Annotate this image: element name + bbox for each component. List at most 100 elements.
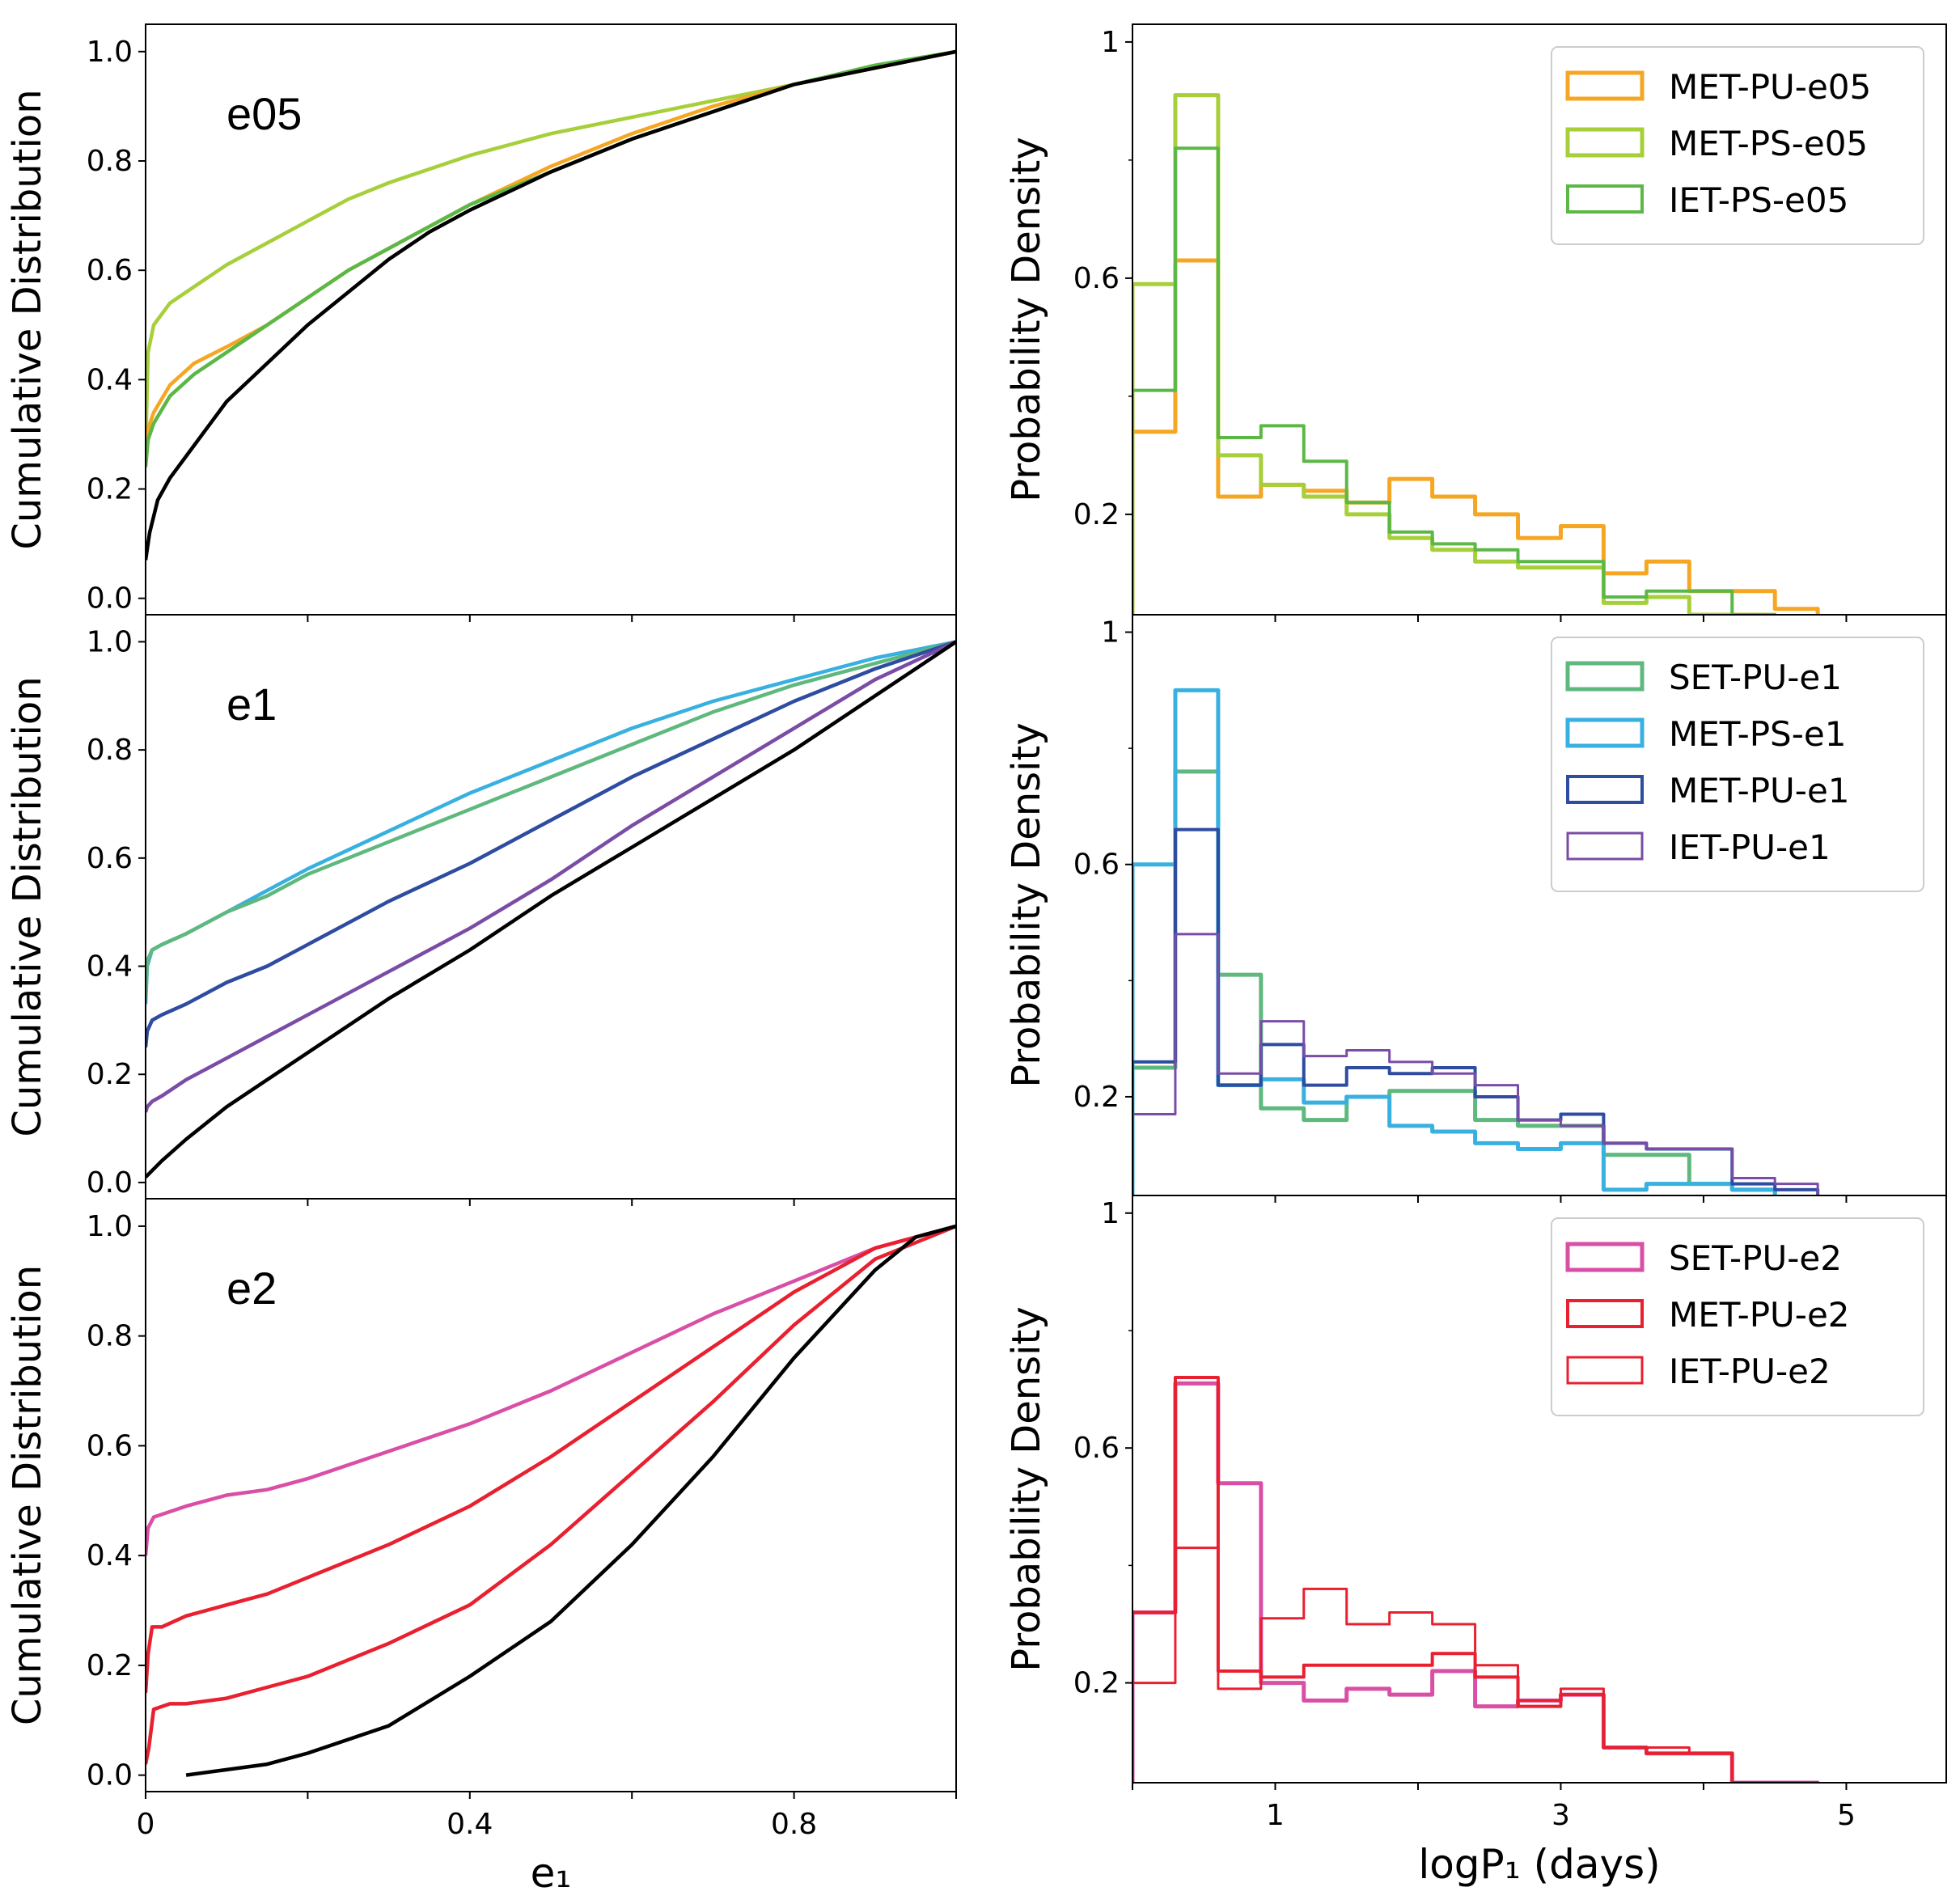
series-line-met-pu-e1	[146, 640, 956, 1048]
x-tick-label: 0.4	[447, 1808, 493, 1841]
series-line-set-pu-e1	[146, 640, 956, 999]
legend-swatch	[1566, 184, 1644, 214]
plot-frame	[145, 1198, 957, 1792]
y-axis-label: Probability Density	[1004, 1306, 1049, 1671]
panel-1: 0.0 0.2 0.4 0.6 0.8 1.0 Cumulative Distributio…	[5, 23, 957, 622]
y-tick-label: 0.2	[87, 473, 133, 506]
y-tick-label: 0.6	[87, 254, 133, 287]
x-tick-label: 1	[1266, 1799, 1285, 1832]
y-tick-label: 1	[1101, 26, 1120, 59]
legend-swatch	[1565, 70, 1645, 101]
panel-5: 0.2 0.6 1 Probability Density SET-PU-e1 MET-P…	[1004, 614, 1947, 1203]
y-tick-label: 0.6	[87, 842, 133, 875]
legend-label: MET-PU-e1	[1669, 771, 1850, 810]
y-axis-label: Cumulative Distribution	[5, 1265, 50, 1725]
series-line-met-pu-e2	[1132, 1376, 1946, 1783]
series-line-observed	[146, 640, 956, 1179]
y-tick-label: 0.2	[1073, 1667, 1120, 1700]
y-tick-label: 0.0	[87, 1759, 133, 1792]
legend: SET-PU-e2 MET-PU-e2 IET-PU-e2	[1551, 1217, 1924, 1416]
y-tick-label: 0.8	[87, 145, 133, 178]
legend-label: SET-PU-e2	[1669, 1238, 1842, 1278]
plot-area	[146, 1224, 956, 1777]
series-line-iet-ps-e05	[1132, 146, 1946, 615]
y-tick-label: 1.0	[87, 1210, 133, 1243]
legend-swatch	[1566, 1299, 1644, 1328]
x-tick-label: 0	[137, 1808, 155, 1841]
y-tick-label: 1.0	[87, 36, 133, 69]
legend-box	[1551, 46, 1924, 245]
plot-frame	[1132, 1195, 1947, 1784]
plot-area	[146, 640, 956, 1179]
series-line-iet-pu-e2	[1132, 1547, 1946, 1783]
legend-swatch	[1565, 661, 1645, 692]
panel-3: 0.0 0.2 0.4 0.6 0.8 1.0 0 0.4 0.8 Cumulative Dist…	[5, 1198, 957, 1897]
legend-label: SET-PU-e1	[1669, 658, 1842, 697]
panel-2: 0.0 0.2 0.4 0.6 0.8 1.0 Cumulative Distributio…	[5, 614, 957, 1206]
y-tick-label: 0.2	[87, 1649, 133, 1682]
series-line-observed	[146, 49, 956, 561]
legend-box	[1551, 637, 1924, 892]
y-tick-label: 0.2	[1073, 1081, 1120, 1114]
y-tick-label: 0.0	[87, 582, 133, 616]
legend-label: MET-PU-e05	[1669, 67, 1871, 107]
y-tick-label: 0.4	[87, 950, 133, 984]
legend-label: MET-PS-e1	[1669, 714, 1846, 754]
y-tick-label: 0.4	[87, 1539, 133, 1572]
y-tick-label: 0.6	[87, 1429, 133, 1462]
y-tick-label: 1	[1101, 1197, 1120, 1230]
series-line-set-pu-e2	[1132, 1381, 1946, 1783]
x-axis-label: e₁	[531, 1850, 572, 1897]
series-line-iet-pu-e2	[146, 1224, 956, 1765]
legend-swatch	[1565, 717, 1645, 748]
y-tick-label: 0.0	[87, 1166, 133, 1200]
y-tick-label: 0.4	[87, 363, 133, 396]
legend-swatch	[1566, 832, 1644, 861]
y-tick-label: 0.2	[87, 1058, 133, 1091]
y-tick-label: 0.8	[87, 734, 133, 767]
y-tick-label: 0.6	[1073, 1432, 1120, 1465]
plot-area	[1132, 688, 1946, 1195]
series-line-iet-pu-e1	[146, 640, 956, 1113]
legend-box	[1551, 1217, 1924, 1416]
y-axis-label: Cumulative Distribution	[5, 676, 50, 1136]
legend-label: MET-PS-e05	[1669, 124, 1868, 163]
legend-swatch	[1566, 775, 1644, 804]
plot-area	[1132, 1376, 1946, 1783]
legend: MET-PU-e05 MET-PS-e05 IET-PS-e05	[1551, 46, 1924, 245]
series-line-met-ps-e05	[1132, 93, 1946, 615]
legend: SET-PU-e1 MET-PS-e1 MET-PU-e1 IET-PU-e1	[1551, 637, 1924, 892]
legend-swatch	[1565, 1242, 1645, 1272]
panel-label: e2	[226, 1263, 277, 1314]
panel-label: e05	[226, 88, 302, 139]
legend-swatch	[1565, 127, 1645, 158]
x-tick-label: 5	[1837, 1799, 1856, 1832]
y-axis-label: Probability Density	[1004, 137, 1049, 501]
y-tick-label: 0.6	[1073, 848, 1120, 882]
y-axis-label: Cumulative Distribution	[5, 89, 50, 549]
x-axis-label: logP₁ (days)	[1418, 1841, 1660, 1888]
series-line-met-pu-e2	[146, 1224, 956, 1693]
y-tick-label: 0.2	[1073, 498, 1120, 531]
legend-label: MET-PU-e2	[1669, 1295, 1850, 1335]
series-line-met-pu-e05	[1132, 258, 1946, 615]
x-tick-label: 0.8	[771, 1808, 817, 1841]
plot-area	[1132, 93, 1946, 615]
panel-6: 0.2 0.6 1 1 3 5 Probability Density logP₁ (days…	[1004, 1195, 1947, 1888]
series-line-iet-pu-e1	[1132, 933, 1946, 1195]
y-tick-label: 1	[1101, 616, 1120, 650]
x-tick-label: 3	[1551, 1799, 1570, 1832]
series-line-observed	[185, 1224, 956, 1777]
y-axis-label: Probability Density	[1004, 722, 1049, 1087]
y-tick-label: 1.0	[87, 625, 133, 658]
y-tick-label: 0.6	[1073, 262, 1120, 295]
legend-swatch	[1566, 1356, 1644, 1385]
legend-label: IET-PU-e2	[1669, 1352, 1831, 1391]
series-line-set-pu-e2	[146, 1224, 956, 1556]
plot-area	[146, 49, 956, 561]
legend-label: IET-PS-e05	[1669, 180, 1848, 220]
legend-label: IET-PU-e1	[1669, 827, 1831, 867]
panel-label: e1	[226, 679, 277, 730]
